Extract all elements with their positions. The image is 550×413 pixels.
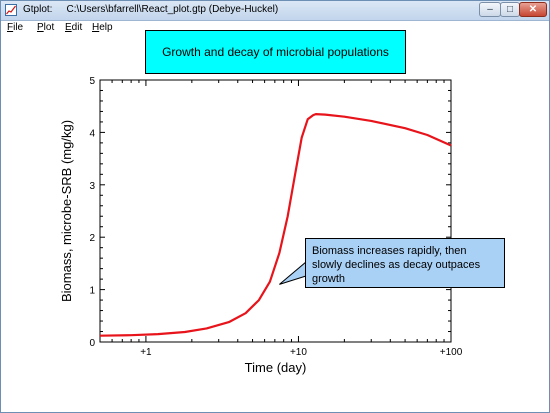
y-tick-label: 5 [89, 76, 95, 87]
x-tick-label: +1 [140, 347, 152, 358]
chart-title: Growth and decay of microbial population… [145, 30, 406, 74]
close-icon: ✕ [528, 4, 538, 15]
minimize-icon: – [487, 4, 493, 15]
y-tick-label: 1 [89, 286, 95, 297]
app-icon [5, 4, 17, 16]
app-name: Gtplot: [23, 4, 53, 15]
maximize-icon: □ [506, 4, 514, 15]
menu-edit[interactable]: Edit [65, 22, 83, 33]
y-tick-label: 0 [89, 338, 95, 349]
file-path: C:\Users\bfarrell\React_plot.gtp (Debye-… [66, 4, 279, 15]
annotation-callout: Biomass increases rapidly, then slowly d… [305, 238, 505, 288]
window-title: Gtplot: C:\Users\bfarrell\React_plot.gtp … [23, 4, 278, 15]
menu-plot[interactable]: Plot [37, 22, 55, 33]
menu-help[interactable]: Help [92, 22, 113, 33]
callout-pointer [279, 260, 307, 285]
x-tick-label: +10 [290, 347, 307, 358]
x-axis-label: Time (day) [245, 360, 307, 375]
y-tick-label: 2 [89, 233, 95, 244]
menu-file[interactable]: File [7, 22, 24, 33]
y-axis-label: Biomass, microbe-SRB (mg/kg) [59, 120, 74, 302]
close-button[interactable]: ✕ [519, 2, 547, 17]
menu-bar: File Plot Edit Help [1, 21, 549, 36]
title-bar[interactable]: Gtplot: C:\Users\bfarrell\React_plot.gtp … [1, 1, 549, 21]
series-line [99, 112, 452, 337]
maximize-button[interactable]: □ [500, 2, 520, 17]
y-tick-label: 3 [89, 181, 95, 192]
y-tick-label: 4 [89, 128, 95, 139]
plot-frame [99, 79, 452, 343]
x-tick-label: +100 [440, 347, 463, 358]
